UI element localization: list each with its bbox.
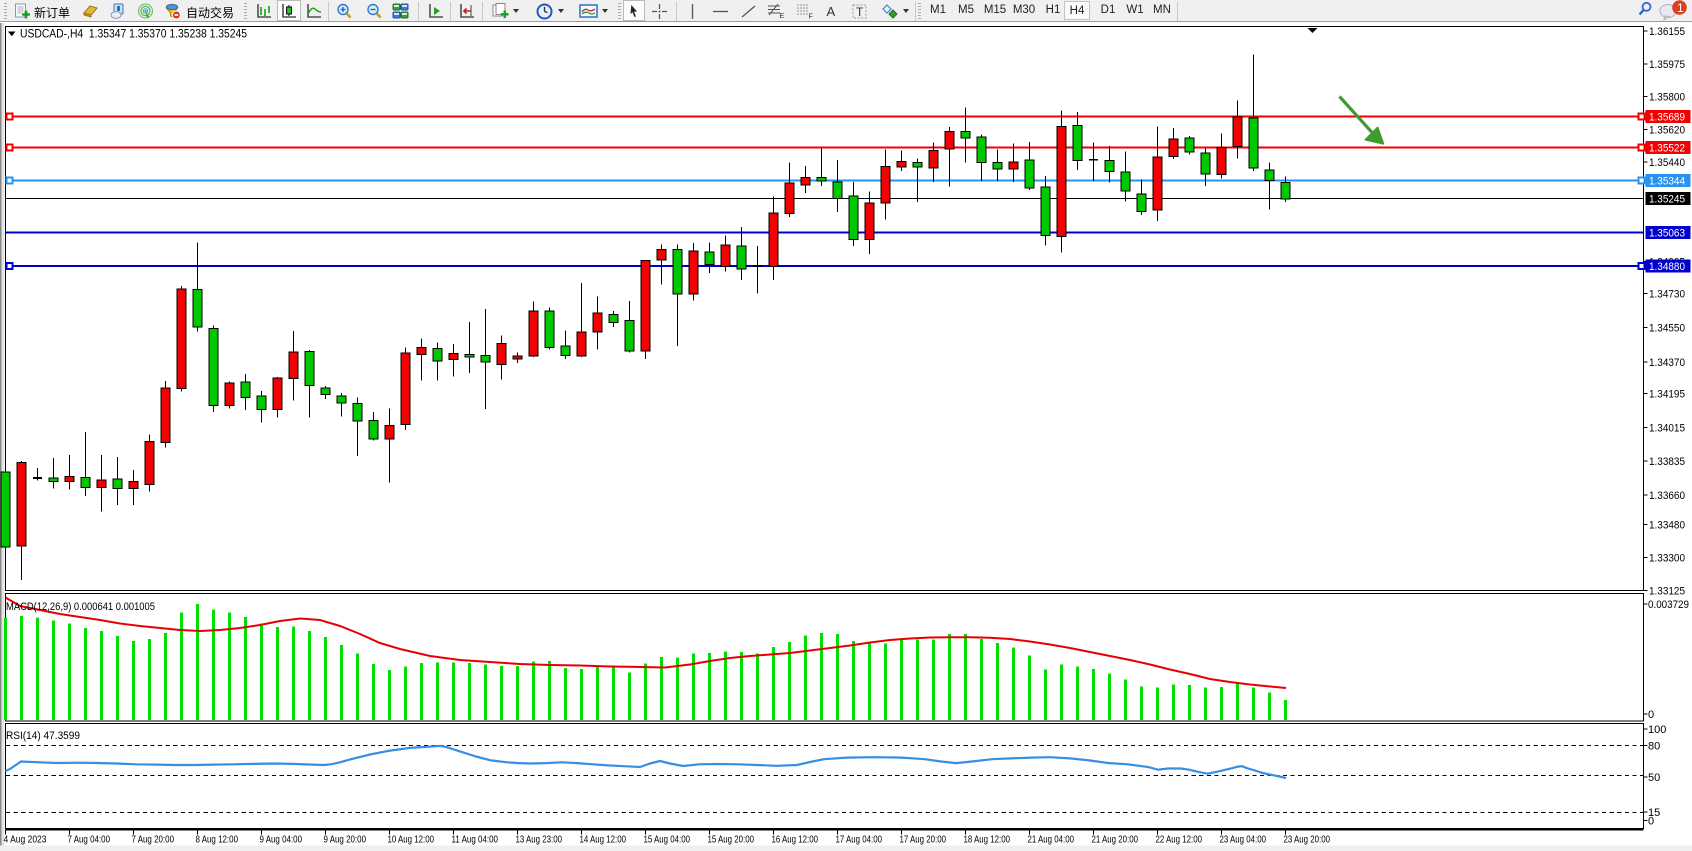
svg-text:1.33480: 1.33480: [1649, 520, 1685, 532]
svg-text:0.003729: 0.003729: [1648, 599, 1689, 611]
svg-text:15 Aug 04:00: 15 Aug 04:00: [644, 834, 691, 846]
svg-text:8 Aug 12:00: 8 Aug 12:00: [196, 834, 239, 846]
svg-text:1.35620: 1.35620: [1649, 125, 1685, 137]
svg-text:23 Aug 04:00: 23 Aug 04:00: [1220, 834, 1267, 846]
svg-text:1.34730: 1.34730: [1649, 289, 1685, 301]
svg-text:17 Aug 04:00: 17 Aug 04:00: [836, 834, 883, 846]
svg-text:1.34550: 1.34550: [1649, 323, 1685, 335]
svg-text:13 Aug 23:00: 13 Aug 23:00: [516, 834, 563, 846]
svg-text:RSI(14) 47.3599: RSI(14) 47.3599: [6, 730, 80, 742]
svg-text:0: 0: [1648, 816, 1654, 828]
svg-text:1.33660: 1.33660: [1649, 490, 1685, 502]
svg-text:1.35689: 1.35689: [1649, 112, 1685, 124]
svg-text:7 Aug 04:00: 7 Aug 04:00: [68, 834, 111, 846]
svg-text:1.35245: 1.35245: [1649, 194, 1685, 206]
svg-text:1.33300: 1.33300: [1649, 553, 1685, 565]
svg-text:10 Aug 12:00: 10 Aug 12:00: [388, 834, 435, 846]
svg-text:17 Aug 20:00: 17 Aug 20:00: [900, 834, 947, 846]
svg-text:21 Aug 04:00: 21 Aug 04:00: [1028, 834, 1075, 846]
svg-text:15 Aug 20:00: 15 Aug 20:00: [708, 834, 755, 846]
svg-text:1.35800: 1.35800: [1649, 92, 1685, 104]
svg-text:1.35063: 1.35063: [1649, 228, 1685, 240]
svg-text:14 Aug 12:00: 14 Aug 12:00: [580, 834, 627, 846]
svg-text:1.35440: 1.35440: [1649, 157, 1685, 169]
svg-text:4 Aug 2023: 4 Aug 2023: [4, 834, 47, 846]
svg-text:A: A: [827, 4, 836, 19]
svg-text:23 Aug 20:00: 23 Aug 20:00: [1284, 834, 1331, 846]
svg-text:1.34015: 1.34015: [1649, 422, 1685, 434]
svg-text:USDCAD-,H4 1.35347 1.35370 1.: USDCAD-,H4 1.35347 1.35370 1.35238 1.352…: [20, 29, 247, 41]
svg-text:1.33835: 1.33835: [1649, 456, 1685, 468]
svg-text:1: 1: [1677, 1, 1684, 15]
svg-text:50: 50: [1648, 772, 1660, 784]
svg-text:F: F: [809, 14, 813, 21]
svg-text:80: 80: [1648, 741, 1660, 753]
svg-text:100: 100: [1648, 724, 1666, 736]
svg-text:1.35344: 1.35344: [1649, 176, 1685, 188]
svg-text:9 Aug 04:00: 9 Aug 04:00: [260, 834, 303, 846]
svg-text:1.34880: 1.34880: [1649, 261, 1685, 273]
svg-text:18 Aug 12:00: 18 Aug 12:00: [964, 834, 1011, 846]
svg-text:9 Aug 20:00: 9 Aug 20:00: [324, 834, 367, 846]
svg-text:E: E: [780, 13, 785, 20]
svg-text:15: 15: [1648, 807, 1660, 819]
svg-text:22 Aug 12:00: 22 Aug 12:00: [1156, 834, 1203, 846]
svg-text:7 Aug 20:00: 7 Aug 20:00: [132, 834, 175, 846]
svg-text:MACD(12,26,9) 0.000641 0.00100: MACD(12,26,9) 0.000641 0.001005: [6, 601, 155, 613]
svg-text:1.35522: 1.35522: [1649, 143, 1685, 155]
svg-text:1.34370: 1.34370: [1649, 357, 1685, 369]
svg-text:T: T: [856, 5, 864, 19]
svg-text:1.34195: 1.34195: [1649, 389, 1685, 401]
svg-text:1.36155: 1.36155: [1649, 26, 1685, 38]
svg-text:16 Aug 12:00: 16 Aug 12:00: [772, 834, 819, 846]
svg-text:11 Aug 04:00: 11 Aug 04:00: [452, 834, 499, 846]
svg-text:0: 0: [1648, 709, 1654, 721]
svg-text:21 Aug 20:00: 21 Aug 20:00: [1092, 834, 1139, 846]
svg-text:1.35975: 1.35975: [1649, 59, 1685, 71]
svg-text:1.33125: 1.33125: [1649, 586, 1685, 598]
